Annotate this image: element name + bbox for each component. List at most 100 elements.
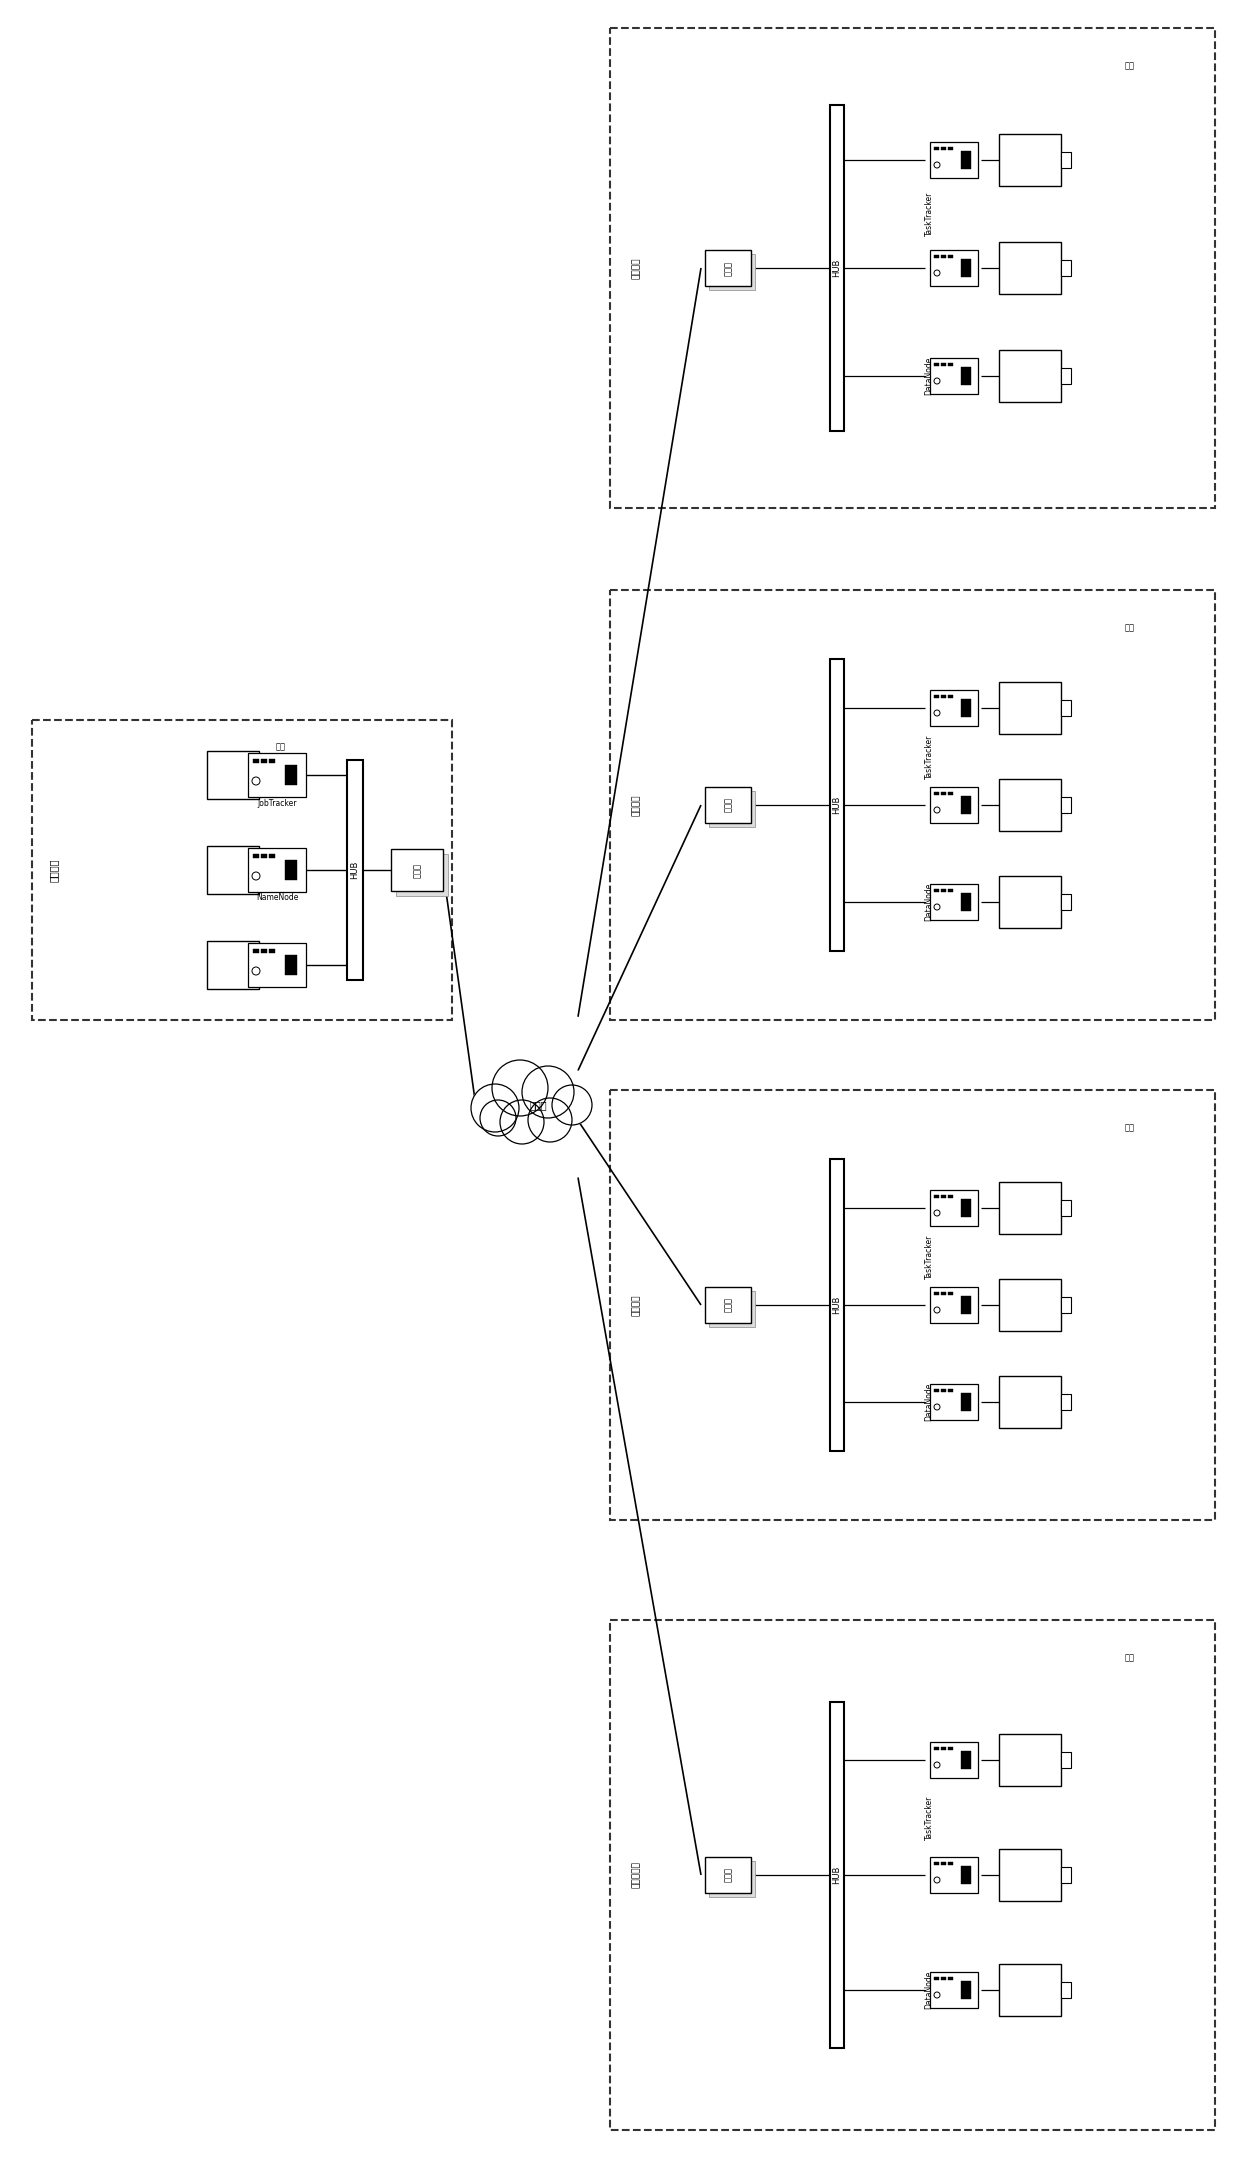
Bar bbox=[934, 889, 939, 892]
Bar bbox=[961, 699, 971, 716]
Bar bbox=[248, 753, 306, 796]
Bar bbox=[1061, 1201, 1071, 1216]
Bar bbox=[934, 1389, 939, 1391]
Bar bbox=[1061, 699, 1071, 716]
Bar bbox=[934, 1195, 939, 1199]
Bar bbox=[949, 255, 954, 258]
Bar bbox=[706, 788, 751, 822]
Bar bbox=[934, 364, 939, 366]
Text: 应用: 应用 bbox=[277, 742, 286, 751]
Bar bbox=[391, 848, 443, 892]
Bar bbox=[930, 357, 978, 394]
Bar bbox=[949, 147, 954, 149]
Bar bbox=[253, 950, 259, 952]
Text: NameNode: NameNode bbox=[255, 894, 298, 902]
Bar bbox=[709, 253, 755, 290]
Text: 地调中心: 地调中心 bbox=[631, 794, 641, 816]
Text: DataNode: DataNode bbox=[925, 1971, 934, 2008]
Bar bbox=[934, 1861, 939, 1865]
Bar bbox=[1061, 368, 1071, 383]
Text: DataNode: DataNode bbox=[925, 883, 934, 922]
Text: HUB: HUB bbox=[351, 861, 360, 879]
Bar bbox=[934, 255, 939, 258]
Bar bbox=[610, 28, 1215, 509]
Text: 调度中心: 调度中心 bbox=[631, 258, 641, 279]
Bar bbox=[934, 695, 939, 699]
Bar bbox=[610, 1621, 1215, 2129]
Bar bbox=[934, 792, 939, 794]
Text: HUB: HUB bbox=[832, 1296, 842, 1314]
Bar bbox=[248, 848, 306, 892]
Circle shape bbox=[552, 1084, 591, 1125]
Bar bbox=[930, 1288, 978, 1322]
Text: DataNode: DataNode bbox=[925, 1383, 934, 1422]
Bar bbox=[830, 1703, 844, 2047]
Bar bbox=[709, 1292, 755, 1327]
Bar bbox=[934, 1978, 939, 1980]
Bar bbox=[930, 1742, 978, 1779]
Text: 国家中心: 国家中心 bbox=[50, 859, 60, 881]
Bar bbox=[961, 796, 971, 814]
Bar bbox=[961, 1980, 971, 2000]
Bar bbox=[930, 885, 978, 920]
Bar bbox=[207, 941, 259, 989]
Bar bbox=[999, 1848, 1061, 1900]
Bar bbox=[961, 368, 971, 385]
Bar bbox=[941, 1389, 946, 1391]
Text: 应用: 应用 bbox=[1125, 61, 1135, 71]
Bar bbox=[706, 1288, 751, 1322]
Bar bbox=[347, 760, 363, 980]
Bar bbox=[999, 779, 1061, 831]
Bar bbox=[930, 788, 978, 822]
Bar bbox=[949, 1292, 954, 1294]
Bar bbox=[260, 855, 267, 857]
Bar bbox=[949, 695, 954, 699]
Bar bbox=[930, 251, 978, 286]
Bar bbox=[961, 894, 971, 911]
Bar bbox=[949, 364, 954, 366]
Bar bbox=[941, 1861, 946, 1865]
Circle shape bbox=[492, 1060, 548, 1117]
Bar bbox=[999, 1733, 1061, 1785]
Bar bbox=[1061, 1296, 1071, 1314]
Bar bbox=[1061, 1982, 1071, 1997]
Bar bbox=[941, 695, 946, 699]
Circle shape bbox=[528, 1097, 572, 1143]
Bar bbox=[961, 1865, 971, 1885]
Bar bbox=[285, 954, 298, 976]
Circle shape bbox=[480, 1099, 516, 1136]
Bar bbox=[949, 1861, 954, 1865]
Bar bbox=[930, 1190, 978, 1227]
Text: 应用: 应用 bbox=[1125, 623, 1135, 632]
Bar bbox=[269, 950, 275, 952]
Bar bbox=[941, 889, 946, 892]
Text: TaskTracker: TaskTracker bbox=[925, 1236, 934, 1279]
Bar bbox=[285, 766, 298, 786]
Bar bbox=[396, 855, 448, 896]
Bar bbox=[961, 1296, 971, 1314]
Bar bbox=[941, 255, 946, 258]
Bar bbox=[263, 768, 273, 781]
Bar bbox=[263, 863, 273, 876]
Bar bbox=[941, 792, 946, 794]
Text: 应用: 应用 bbox=[1125, 1123, 1135, 1132]
Bar bbox=[207, 846, 259, 894]
Bar bbox=[1061, 894, 1071, 911]
Bar bbox=[930, 1971, 978, 2008]
Text: 应用: 应用 bbox=[1125, 1653, 1135, 1662]
Circle shape bbox=[522, 1067, 574, 1119]
Bar bbox=[999, 242, 1061, 294]
Bar bbox=[253, 760, 259, 764]
Bar bbox=[930, 1857, 978, 1894]
Bar bbox=[949, 792, 954, 794]
Bar bbox=[260, 760, 267, 764]
Text: 路由器: 路由器 bbox=[413, 863, 422, 876]
Text: 地调分中心: 地调分中心 bbox=[631, 1861, 641, 1889]
Bar bbox=[961, 1394, 971, 1411]
Bar bbox=[941, 1746, 946, 1751]
Bar bbox=[32, 721, 453, 1019]
Bar bbox=[961, 260, 971, 277]
Bar bbox=[830, 1160, 844, 1452]
Text: HUB: HUB bbox=[832, 796, 842, 814]
Bar bbox=[830, 106, 844, 431]
